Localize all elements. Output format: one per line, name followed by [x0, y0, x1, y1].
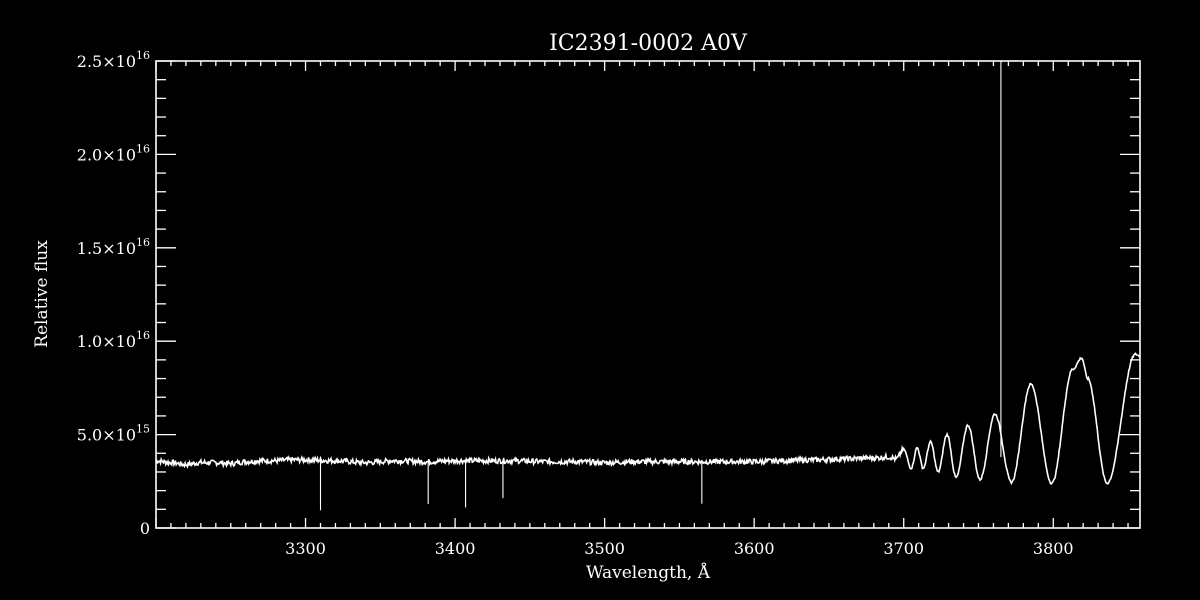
y-tick-mantissa: 2.0×10 [77, 145, 136, 164]
y-tick-label: 2.5×1016 [77, 49, 150, 71]
x-tick-label: 3300 [285, 539, 326, 558]
chart-title: IC2391-0002 A0V [549, 31, 748, 56]
x-axis-label: Wavelength, Å [586, 562, 711, 583]
y-tick-exponent: 16 [136, 329, 150, 342]
plot-marks [155, 61, 1141, 511]
y-tick-exponent: 16 [136, 49, 150, 62]
x-tick-label: 3700 [883, 539, 924, 558]
x-tick-label: 3600 [734, 539, 775, 558]
y-tick-exponent: 16 [136, 236, 150, 249]
x-tick-label: 3400 [435, 539, 476, 558]
spectrum-line [155, 352, 1141, 486]
y-tick-label: 1.0×1016 [77, 329, 150, 351]
x-tick-label: 3800 [1033, 539, 1074, 558]
y-tick-label: 2.0×1016 [77, 142, 150, 164]
y-tick-label: 5.0×1015 [77, 423, 150, 445]
y-tick-label: 1.5×1016 [77, 236, 150, 258]
y-tick-exponent: 15 [136, 423, 150, 436]
y-tick-exponent: 16 [136, 142, 150, 155]
x-tick-label: 3500 [584, 539, 625, 558]
y-axis-label: Relative flux [32, 240, 52, 348]
axis-ticks: 3300 3400 3500 3600 3700 380005.0×10151.0×101… [77, 49, 1140, 558]
y-tick-mantissa: 2.5×10 [77, 52, 136, 71]
y-tick-mantissa: 1.0×10 [77, 332, 136, 351]
y-tick-mantissa: 1.5×10 [77, 239, 136, 258]
y-tick-mantissa: 5.0×10 [77, 426, 136, 445]
plot-frame [155, 60, 1141, 529]
y-tick-label: 0 [140, 519, 150, 538]
y-tick-mantissa: 0 [140, 519, 150, 538]
